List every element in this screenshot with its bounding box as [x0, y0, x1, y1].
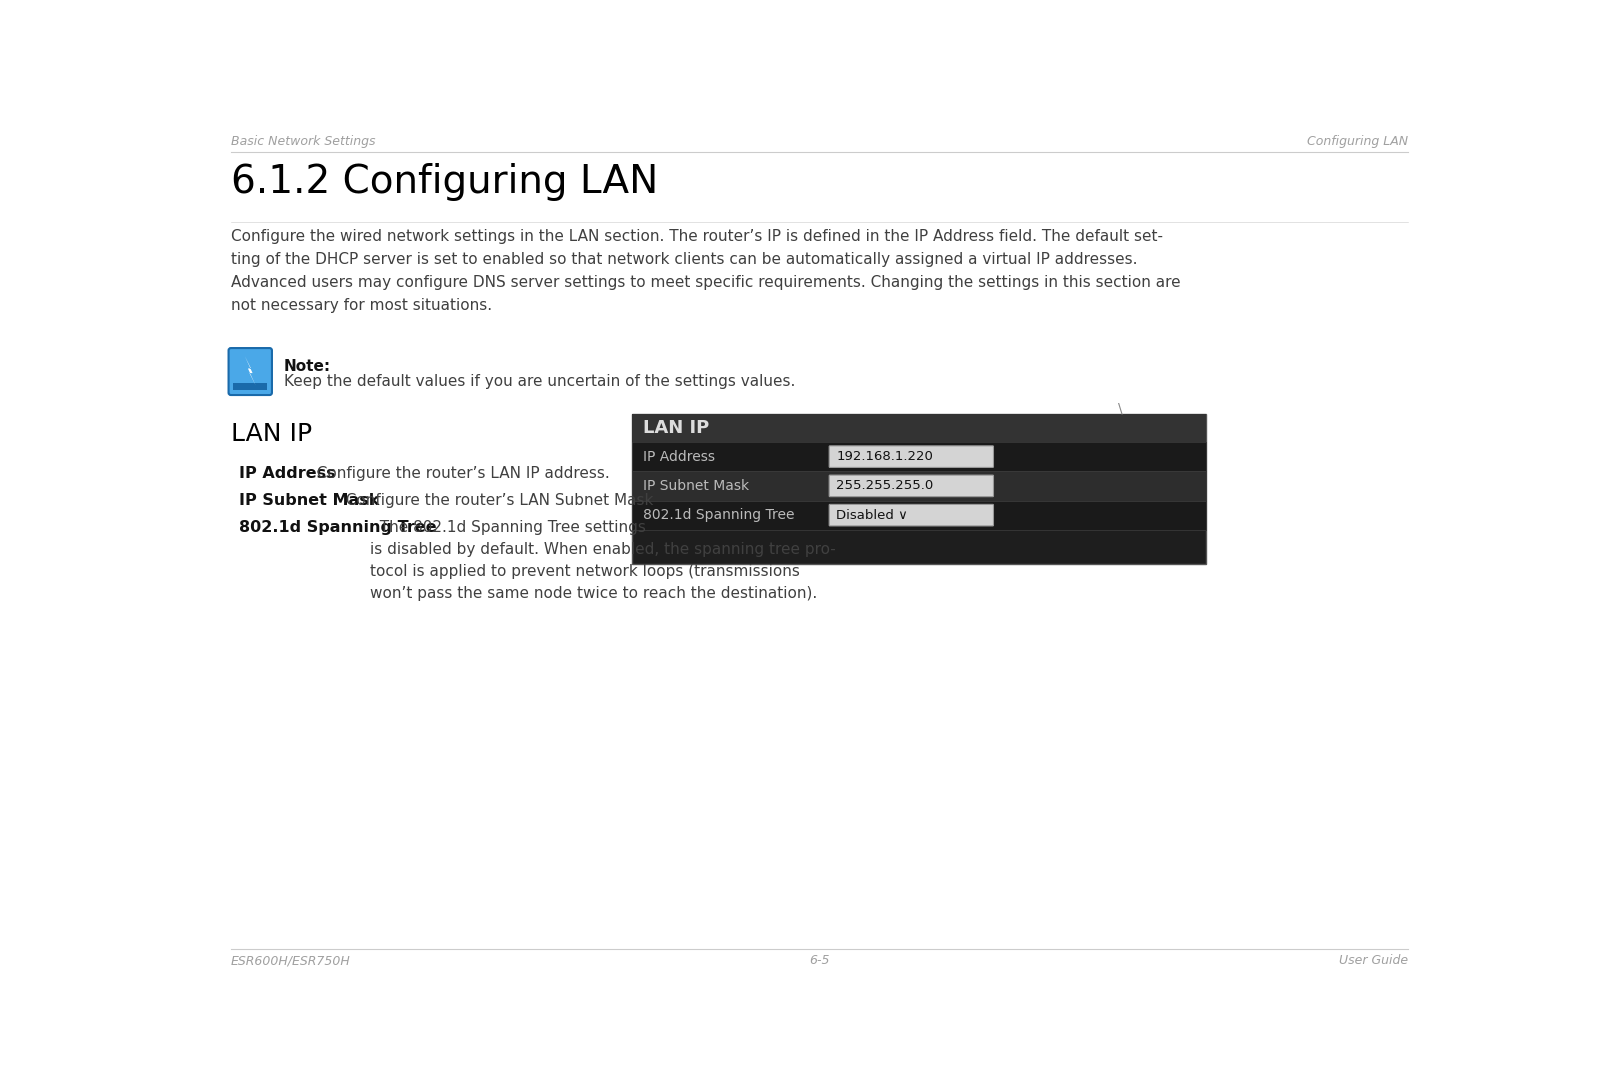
Polygon shape [245, 356, 256, 385]
Text: 802.1d Spanning Tree: 802.1d Spanning Tree [643, 508, 795, 523]
Bar [632, 471, 1206, 501]
Text: 192.168.1.220: 192.168.1.220 [836, 451, 934, 464]
Text: LAN IP: LAN IP [230, 422, 312, 446]
Text: The 802.1d Spanning Tree settings
is disabled by default. When enabled, the span: The 802.1d Spanning Tree settings is dis… [371, 519, 836, 601]
FancyBboxPatch shape [830, 504, 993, 526]
Text: Configuring LAN: Configuring LAN [1306, 135, 1409, 148]
Text: Configure the wired network settings in the LAN section. The router’s IP is defi: Configure the wired network settings in … [230, 229, 1180, 313]
Text: 802.1d Spanning Tree: 802.1d Spanning Tree [238, 519, 437, 535]
Text: 255.255.255.0: 255.255.255.0 [836, 479, 934, 492]
Text: Disabled ∨: Disabled ∨ [836, 508, 908, 521]
Text: Keep the default values if you are uncertain of the settings values.: Keep the default values if you are uncer… [283, 374, 795, 389]
Text: IP Subnet Mask: IP Subnet Mask [643, 479, 750, 493]
Text: IP Subnet Mask: IP Subnet Mask [238, 493, 379, 507]
Text: Configure the router’s LAN Subnet Mask: Configure the router’s LAN Subnet Mask [336, 493, 652, 507]
FancyBboxPatch shape [830, 475, 993, 496]
Bar [632, 415, 1206, 442]
Text: IP Address: IP Address [238, 466, 336, 481]
Bar [233, 383, 267, 391]
Text: LAN IP: LAN IP [643, 419, 710, 437]
Text: Basic Network Settings: Basic Network Settings [230, 135, 376, 148]
Text: Note:: Note: [283, 359, 331, 374]
FancyBboxPatch shape [229, 348, 272, 395]
Text: \: \ [1118, 401, 1122, 416]
Bar [632, 442, 1206, 471]
Text: IP Address: IP Address [643, 449, 715, 464]
FancyBboxPatch shape [830, 446, 993, 467]
Text: ESR600H/ESR750H: ESR600H/ESR750H [230, 955, 350, 968]
Text: 6-5: 6-5 [809, 955, 830, 968]
Text: User Guide: User Guide [1338, 955, 1409, 968]
Bar [632, 501, 1206, 530]
Bar [632, 415, 1206, 564]
Text: 6.1.2 Configuring LAN: 6.1.2 Configuring LAN [230, 164, 659, 201]
Text: Configure the router’s LAN IP address.: Configure the router’s LAN IP address. [307, 466, 609, 481]
